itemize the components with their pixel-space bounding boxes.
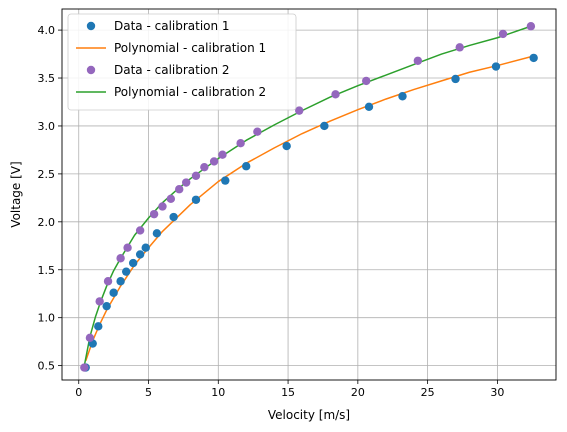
data-calibration-2-point [218, 150, 227, 159]
data-calibration-1-point [102, 301, 111, 311]
data-calibration-1-point [242, 162, 251, 171]
legend-entry-label: Data - calibration 1 [114, 19, 230, 33]
data-calibration-2-point [191, 171, 201, 181]
data-calibration-1-point [135, 250, 145, 259]
x-tick-label: 15 [281, 386, 295, 399]
data-calibration-1-point [398, 92, 407, 101]
data-calibration-2-point [135, 226, 145, 235]
x-tick-label: 5 [145, 386, 152, 399]
data-calibration-1-point [364, 102, 374, 111]
data-calibration-2-point [200, 162, 209, 172]
data-calibration-2-point [123, 243, 132, 252]
data-calibration-2-point [209, 157, 219, 166]
x-tick-label: 30 [490, 386, 504, 399]
legend-marker [86, 65, 96, 75]
data-calibration-1-point [94, 322, 103, 331]
data-calibration-2-point [181, 178, 191, 187]
data-calibration-2-point [331, 90, 340, 99]
series-layer [80, 22, 538, 372]
data-calibration-2-point [103, 277, 113, 286]
y-tick-label: 0.5 [38, 360, 56, 373]
y-axis-label: Voltage [V] [9, 161, 23, 227]
data-calibration-1-point [529, 53, 538, 63]
data-calibration-2-point [455, 43, 464, 52]
y-tick-label: 2.0 [38, 216, 56, 229]
data-calibration-2-point [80, 363, 89, 372]
data-calibration-2-point [166, 194, 176, 204]
plot-frame [61, 8, 557, 381]
data-calibration-1-point [121, 267, 131, 276]
legend-entry-label: Data - calibration 2 [114, 63, 230, 77]
data-calibration-2-point [116, 254, 125, 263]
data-calibration-2-point [95, 297, 104, 306]
legend-entry-label: Polynomial - calibration 2 [114, 85, 266, 99]
data-calibration-1-point [191, 195, 201, 204]
y-tick-label: 1.0 [38, 312, 56, 325]
data-calibration-2-point [236, 139, 245, 148]
x-axis-label: Velocity [m/s] [268, 408, 350, 422]
data-calibration-2-point [526, 22, 536, 31]
y-tick-label: 1.5 [38, 264, 56, 277]
x-tick-label: 10 [211, 386, 225, 399]
data-calibration-1-point [320, 121, 329, 131]
data-calibration-1-point [152, 229, 162, 238]
y-tick-label: 3.5 [38, 72, 56, 85]
data-calibration-1-point [169, 212, 178, 222]
y-tick-label: 2.5 [38, 168, 56, 181]
data-calibration-1-point [116, 277, 125, 286]
legend-entry-label: Polynomial - calibration 1 [114, 41, 266, 55]
legend-box [67, 13, 297, 111]
data-calibration-2-point [413, 56, 423, 65]
legend: Data - calibration 1 Polynomial - calibra… [67, 13, 297, 111]
y-tick-label: 3.0 [38, 120, 56, 133]
data-calibration-1-point [109, 288, 118, 297]
x-tick-label: 0 [75, 386, 82, 399]
y-tick-label: 4.0 [38, 24, 56, 37]
data-calibration-2-point [175, 185, 184, 194]
data-calibration-2-point [149, 209, 159, 219]
data-calibration-1-point [451, 74, 460, 84]
data-calibration-1-point [282, 141, 291, 151]
data-calibration-2-point [498, 29, 508, 39]
axis-ticks: 0 5 10 15 20 25 30 0.5 1.0 1.5 2.0 2.5 3.0 3.5 4.0 [38, 24, 505, 399]
data-calibration-2-point [85, 333, 95, 343]
legend-marker [86, 21, 96, 31]
data-calibration-1-point [141, 243, 150, 252]
x-tick-label: 20 [351, 386, 365, 399]
data-calibration-1-point [491, 62, 501, 71]
data-calibration-2-point [158, 202, 167, 211]
data-calibration-2-point [295, 106, 304, 115]
data-calibration-2-point [253, 127, 262, 136]
x-tick-label: 25 [421, 386, 435, 399]
data-calibration-2-point [362, 76, 371, 86]
data-calibration-1-point [221, 176, 230, 185]
data-calibration-1-point [128, 258, 138, 268]
